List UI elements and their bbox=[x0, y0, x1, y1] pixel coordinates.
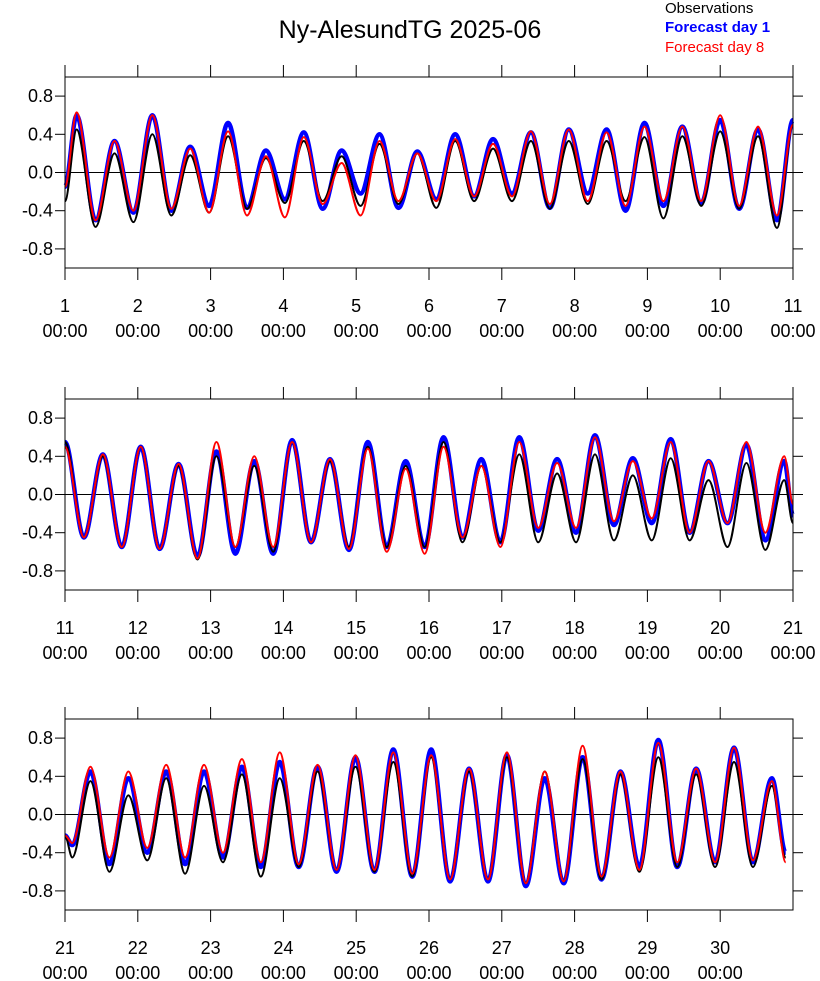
x-tick-label: 11 00:00 bbox=[42, 618, 88, 663]
x-tick-label: 29 00:00 bbox=[624, 938, 670, 981]
x-tick-label: 25 00:00 bbox=[333, 938, 379, 981]
y-tick-label: 0.0 bbox=[28, 485, 53, 505]
x-tick-label: 2 00:00 bbox=[115, 296, 161, 341]
x-tick-label: 1 00:00 bbox=[42, 296, 88, 341]
y-tick-label: 0.8 bbox=[28, 408, 53, 428]
series-line bbox=[64, 436, 794, 560]
y-tick-label: -0.8 bbox=[22, 239, 53, 259]
x-tick-label: 10 00:00 bbox=[697, 296, 743, 341]
y-tick-label: 0.4 bbox=[28, 124, 53, 144]
x-tick-label: 5 00:00 bbox=[333, 296, 379, 341]
y-tick-label: -0.8 bbox=[22, 881, 53, 901]
series-line bbox=[64, 111, 794, 222]
x-tick-label: 8 00:00 bbox=[552, 296, 598, 341]
x-tick-label: 6 00:00 bbox=[406, 296, 452, 341]
x-tick-label: 21 00:00 bbox=[42, 938, 88, 981]
x-tick-label: 26 00:00 bbox=[406, 938, 452, 981]
x-tick-label: 22 00:00 bbox=[115, 938, 161, 981]
y-tick-label: 0.4 bbox=[28, 766, 53, 786]
y-tick-label: 0.0 bbox=[28, 805, 53, 825]
x-tick-label: 18 00:00 bbox=[552, 618, 598, 663]
series-line bbox=[64, 756, 787, 885]
legend-entry: Forecast day 8 bbox=[665, 39, 764, 56]
x-tick-label: 19 00:00 bbox=[624, 618, 670, 663]
x-tick-label: 21 00:00 bbox=[770, 618, 816, 663]
y-tick-label: 0.8 bbox=[28, 86, 53, 106]
y-tick-label: 0.8 bbox=[28, 728, 53, 748]
x-tick-label: 30 00:00 bbox=[697, 938, 743, 981]
chart-title: Ny-AlesundTG 2025-06 bbox=[279, 16, 542, 44]
x-tick-label: 11 00:00 bbox=[770, 296, 816, 341]
y-tick-label: 0.0 bbox=[28, 163, 53, 183]
legend-entry: Forecast day 1 bbox=[665, 19, 770, 36]
y-tick-label: 0.4 bbox=[28, 446, 53, 466]
x-tick-label: 15 00:00 bbox=[333, 618, 379, 663]
series-line bbox=[64, 741, 787, 885]
y-tick-label: -0.4 bbox=[22, 843, 53, 863]
x-tick-label: 17 00:00 bbox=[479, 618, 525, 663]
x-tick-label: 20 00:00 bbox=[697, 618, 743, 663]
x-tick-label: 24 00:00 bbox=[260, 938, 306, 981]
x-tick-label: 23 00:00 bbox=[188, 938, 234, 981]
x-tick-label: 12 00:00 bbox=[115, 618, 161, 663]
x-tick-label: 16 00:00 bbox=[406, 618, 452, 663]
series-line bbox=[64, 123, 794, 229]
x-tick-label: 13 00:00 bbox=[188, 618, 234, 663]
y-tick-label: -0.8 bbox=[22, 561, 53, 581]
x-tick-label: 27 00:00 bbox=[479, 938, 525, 981]
x-tick-label: 28 00:00 bbox=[552, 938, 598, 981]
y-tick-label: -0.4 bbox=[22, 201, 53, 221]
y-tick-label: -0.4 bbox=[22, 523, 53, 543]
x-tick-label: 9 00:00 bbox=[624, 296, 670, 341]
legend-entry: Observations bbox=[665, 0, 753, 17]
x-tick-label: 7 00:00 bbox=[479, 296, 525, 341]
x-tick-label: 4 00:00 bbox=[260, 296, 306, 341]
x-tick-label: 14 00:00 bbox=[260, 618, 306, 663]
x-tick-label: 3 00:00 bbox=[188, 296, 234, 341]
